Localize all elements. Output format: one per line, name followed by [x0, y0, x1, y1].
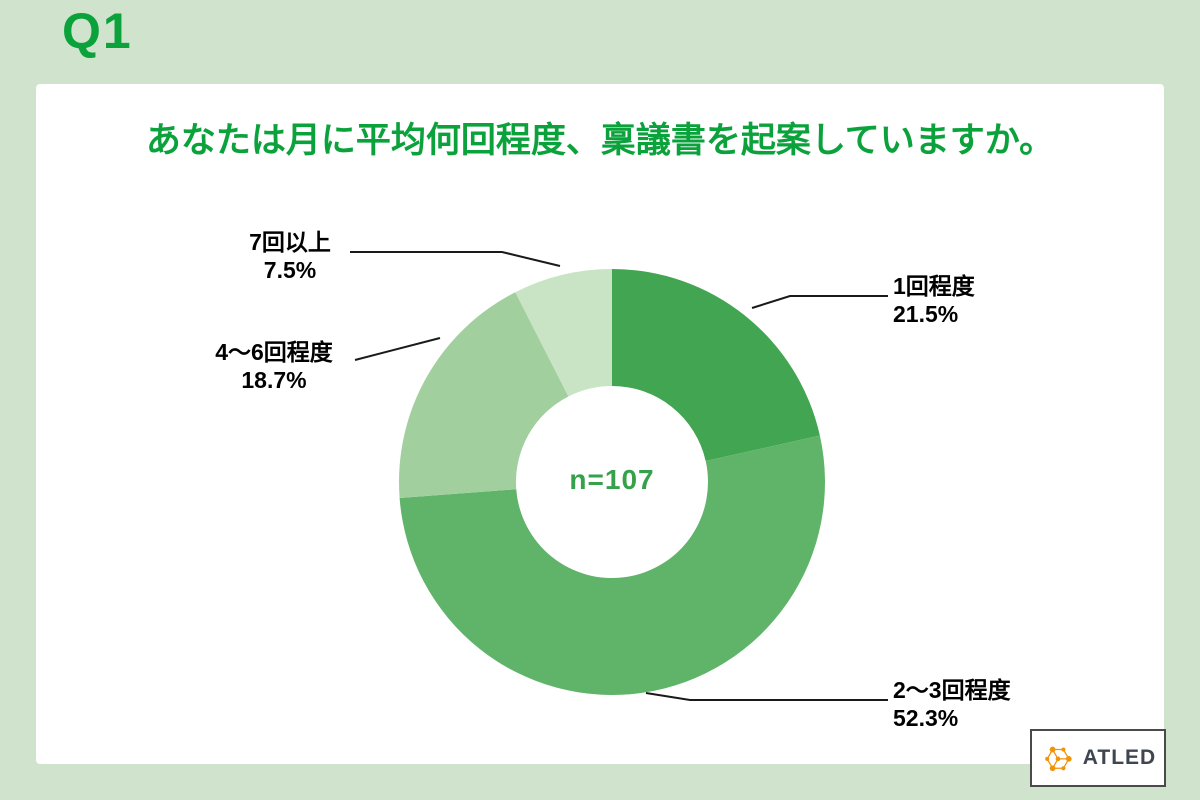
brand-name: ATLED [1082, 746, 1157, 769]
leader-line-7plus [350, 251, 561, 267]
slice-label-7plus-name: 7回以上 [249, 229, 331, 255]
donut-slice-2 [399, 435, 825, 695]
slice-label-1-pct: 21.5% [893, 301, 959, 328]
leader-line-1 [751, 295, 888, 309]
slice-label-4to6: 4〜6回程度 18.7% [198, 338, 350, 394]
leader-line-2to3 [645, 692, 888, 701]
slice-label-1: 1回程度 21.5% [893, 272, 1053, 328]
slice-label-2to3: 2〜3回程度 52.3% [893, 676, 1073, 732]
donut-slice-1 [612, 269, 820, 462]
chart-title: あなたは月に平均何回程度、稟議書を起案していますか。 [145, 121, 1055, 160]
slice-label-2to3-name: 2〜3回程度 [893, 677, 1011, 703]
atled-logo: ATLED [1030, 729, 1166, 787]
slice-label-2to3-pct: 52.3% [893, 705, 959, 732]
slice-label-1-name: 1回程度 [893, 273, 975, 299]
donut-slice-4 [515, 269, 612, 397]
sample-size-label: n=107 [569, 464, 655, 495]
slice-label-7plus: 7回以上 7.5% [228, 228, 352, 284]
question-number: Q1 [62, 3, 133, 59]
atled-network-icon [1044, 746, 1072, 772]
donut-slice-3 [399, 292, 569, 499]
slice-label-4to6-name: 4〜6回程度 [215, 339, 333, 365]
slice-label-7plus-pct: 7.5% [263, 257, 317, 284]
leader-line-4to6 [354, 337, 441, 361]
slice-label-4to6-pct: 18.7% [241, 367, 307, 394]
donut-slices [399, 269, 825, 695]
